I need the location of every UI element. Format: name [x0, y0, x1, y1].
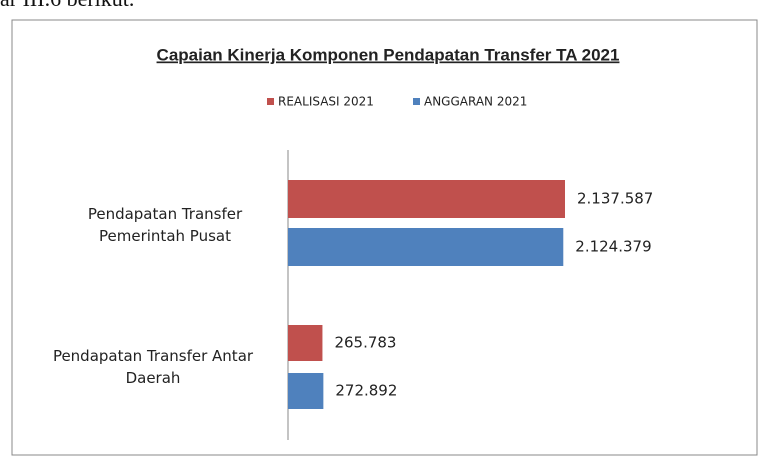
- bar: [288, 228, 564, 266]
- data-label: 2.137.587: [577, 190, 653, 208]
- legend-label: REALISASI 2021: [278, 95, 374, 109]
- legend-label: ANGGARAN 2021: [424, 95, 527, 109]
- bar: [288, 180, 565, 218]
- category-label: Pendapatan Transfer Pemerintah Pusat: [87, 205, 243, 245]
- legend-swatch: [413, 98, 420, 105]
- bar: [288, 325, 323, 361]
- bar: [288, 373, 324, 409]
- chart-title: Capaian Kinerja Komponen Pendapatan Tran…: [157, 45, 620, 64]
- legend-swatch: [267, 98, 274, 105]
- data-label: 2.124.379: [575, 238, 651, 256]
- data-label: 272.892: [335, 382, 397, 400]
- category-label: Pendapatan Transfer Antar Daerah: [52, 347, 254, 387]
- caption: ar III.6 berikut.: [0, 0, 134, 12]
- data-label: 265.783: [334, 334, 396, 352]
